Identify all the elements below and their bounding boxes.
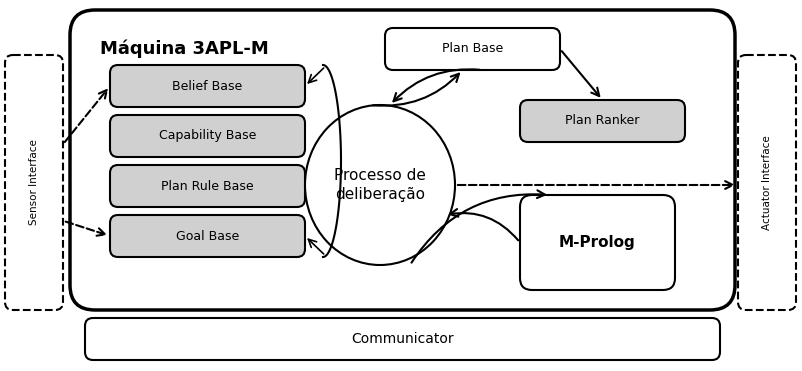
Text: Plan Rule Base: Plan Rule Base bbox=[161, 180, 253, 193]
Ellipse shape bbox=[305, 105, 455, 265]
Text: Sensor Interface: Sensor Interface bbox=[29, 139, 39, 226]
Text: Belief Base: Belief Base bbox=[172, 79, 242, 92]
Text: Communicator: Communicator bbox=[350, 332, 453, 346]
FancyBboxPatch shape bbox=[5, 55, 63, 310]
Text: Actuator Interface: Actuator Interface bbox=[761, 135, 771, 230]
FancyBboxPatch shape bbox=[70, 10, 734, 310]
FancyBboxPatch shape bbox=[85, 318, 719, 360]
FancyBboxPatch shape bbox=[384, 28, 559, 70]
Text: M-Prolog: M-Prolog bbox=[558, 235, 635, 250]
FancyBboxPatch shape bbox=[110, 215, 305, 257]
FancyBboxPatch shape bbox=[737, 55, 795, 310]
Text: Goal Base: Goal Base bbox=[176, 230, 239, 243]
Text: Plan Ranker: Plan Ranker bbox=[565, 115, 639, 128]
FancyBboxPatch shape bbox=[110, 115, 305, 157]
Text: Plan Base: Plan Base bbox=[441, 43, 503, 56]
Text: Máquina 3APL-M: Máquina 3APL-M bbox=[100, 40, 269, 59]
FancyBboxPatch shape bbox=[520, 100, 684, 142]
FancyBboxPatch shape bbox=[520, 195, 674, 290]
Text: Processo de
deliberação: Processo de deliberação bbox=[334, 168, 425, 203]
FancyBboxPatch shape bbox=[110, 165, 305, 207]
FancyBboxPatch shape bbox=[110, 65, 305, 107]
Text: Capability Base: Capability Base bbox=[159, 129, 256, 142]
